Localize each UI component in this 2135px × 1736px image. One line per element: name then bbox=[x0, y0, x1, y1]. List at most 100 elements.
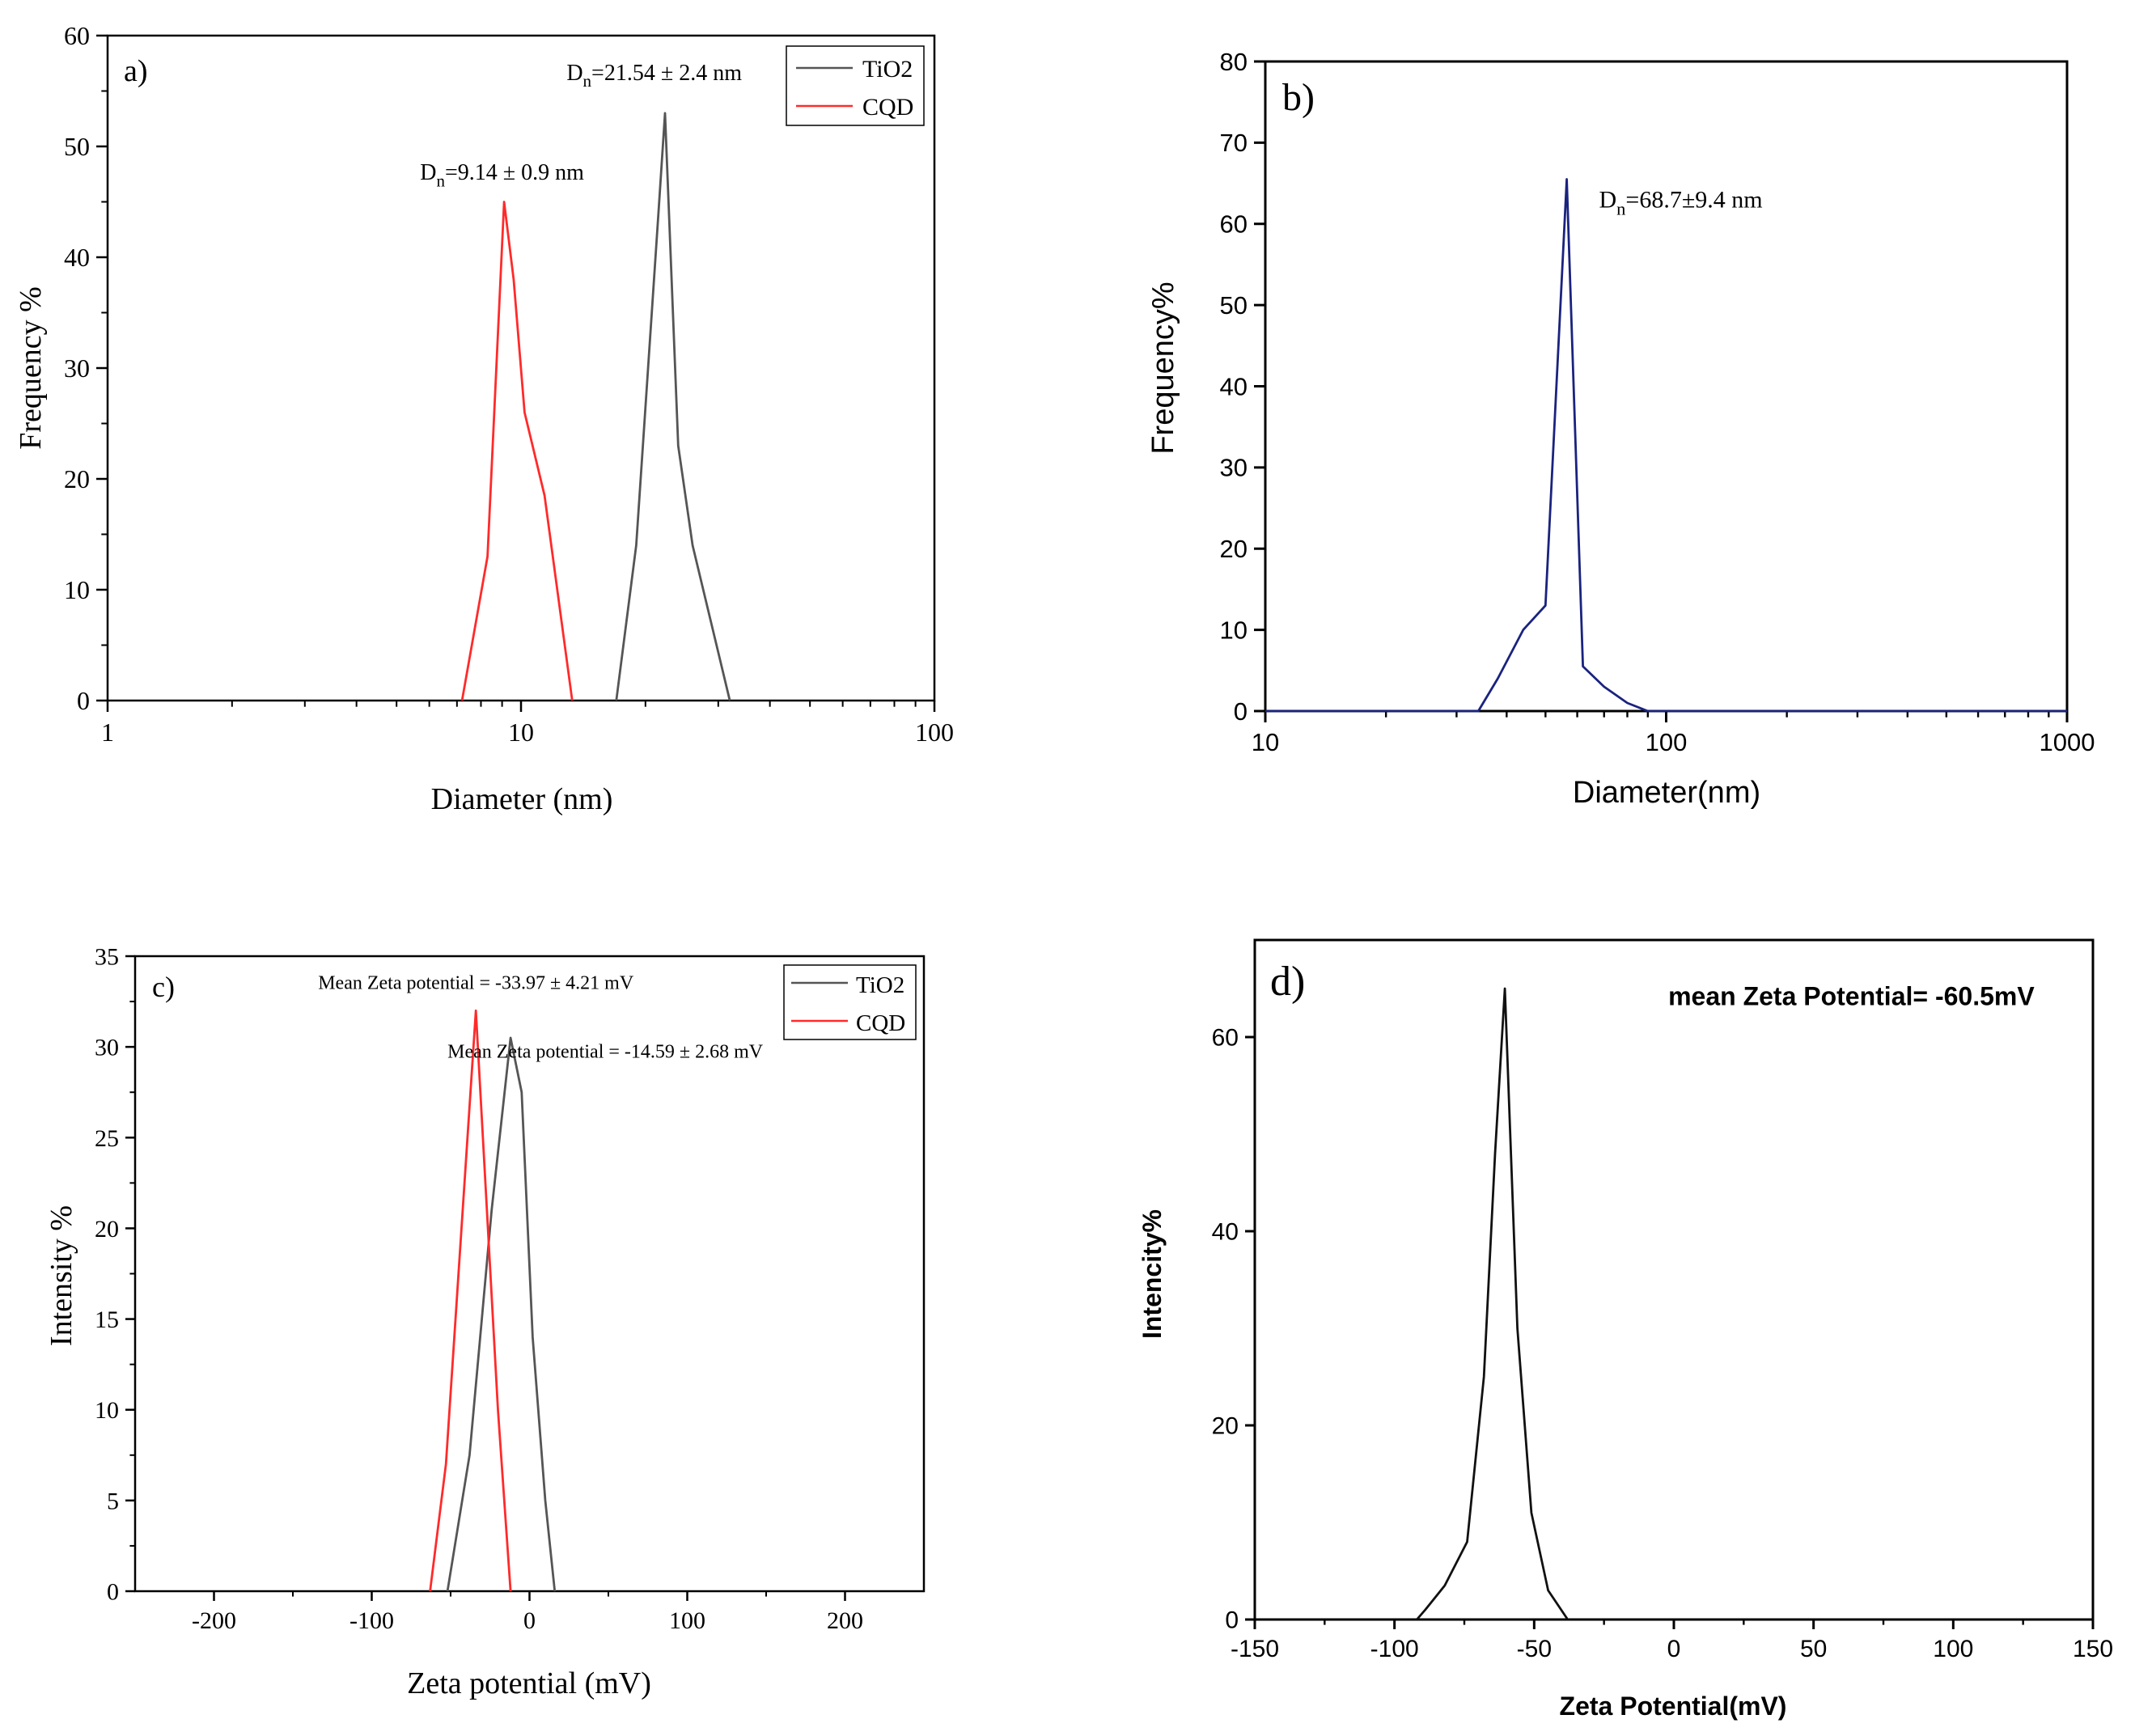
panel-a-y-axis-label: Frequency % bbox=[14, 286, 48, 450]
panel-a-y-ticks: 0 10 20 30 40 50 60 bbox=[64, 21, 108, 715]
panel-c-chart: c) 0 5 10 15 20 25 30 35 -200 -100 0 100 200 Mean Z… bbox=[44, 944, 926, 1700]
panel-c-x-ticks: -200 -100 0 100 200 bbox=[192, 1591, 863, 1634]
data-annotation: Dn=21.54 ± 2.4 nm bbox=[566, 61, 742, 91]
panel-d-label: d) bbox=[1270, 959, 1305, 1005]
panel-a-x-ticks: 1 10 100 bbox=[101, 701, 954, 747]
panel-b-annotations: Dn=68.7±9.4 nm bbox=[1599, 187, 1763, 219]
x-tick-label: 50 bbox=[1800, 1636, 1827, 1662]
series-line-cqd bbox=[460, 201, 574, 701]
panel-b-frame bbox=[1264, 60, 2069, 713]
x-tick-label: -150 bbox=[1231, 1636, 1279, 1662]
x-tick-label: -100 bbox=[349, 1607, 394, 1634]
y-tick-label: 35 bbox=[95, 944, 119, 971]
y-tick-label: 20 bbox=[64, 464, 90, 493]
series-line-cqd bbox=[429, 1009, 512, 1592]
panel-a-annotations: Dn=21.54 ± 2.4 nm Dn=9.14 ± 0.9 nm bbox=[420, 61, 742, 191]
y-tick-label: 30 bbox=[64, 354, 90, 383]
y-tick-label: 50 bbox=[64, 132, 90, 161]
x-tick-label: 100 bbox=[669, 1607, 705, 1634]
y-tick-label: 60 bbox=[1212, 1025, 1239, 1052]
y-tick-label: 40 bbox=[1220, 372, 1248, 400]
y-tick-label: 10 bbox=[64, 575, 90, 604]
y-tick-label: 0 bbox=[107, 1579, 119, 1606]
y-tick-label: 30 bbox=[1220, 454, 1248, 482]
panel-d-chart: d) 0 20 40 60 -150 -100 -50 0 50 100 150 mean Zet… bbox=[1137, 938, 2113, 1721]
panel-c-annotations: Mean Zeta potential = -33.97 ± 4.21 mV Me… bbox=[318, 972, 764, 1062]
y-tick-label: 20 bbox=[1212, 1413, 1239, 1440]
y-tick-label: 10 bbox=[1220, 616, 1248, 644]
y-tick-label: 30 bbox=[95, 1035, 119, 1061]
panel-a-legend-tio2-label: TiO2 bbox=[862, 56, 913, 83]
panel-d-y-axis-label: Intencity% bbox=[1137, 1209, 1167, 1339]
panel-c-legend-box bbox=[783, 964, 917, 1040]
panel-a-series bbox=[460, 112, 731, 701]
data-annotation: Mean Zeta potential = -33.97 ± 4.21 mV bbox=[318, 972, 634, 993]
data-annotation: Dn=9.14 ± 0.9 nm bbox=[420, 160, 584, 190]
panel-b-label: b) bbox=[1282, 76, 1315, 119]
y-tick-label: 10 bbox=[95, 1397, 119, 1424]
panel-d-annotations: mean Zeta Potential= -60.5mV bbox=[1668, 981, 2035, 1010]
x-tick-label: 0 bbox=[523, 1607, 536, 1634]
y-tick-label: 0 bbox=[77, 686, 90, 715]
y-tick-label: 60 bbox=[64, 21, 90, 50]
y-tick-label: 60 bbox=[1220, 210, 1248, 239]
x-tick-label: 1 bbox=[101, 718, 114, 747]
panel-c-legend-tio2-label: TiO2 bbox=[856, 972, 904, 998]
y-tick-label: 80 bbox=[1220, 48, 1248, 76]
panel-a-chart: a) 0 10 20 30 40 50 60 1 10 100 Dn=21.54 ± 2.4 n… bbox=[14, 21, 954, 816]
data-annotation: mean Zeta Potential= -60.5mV bbox=[1668, 981, 2035, 1010]
x-tick-label: 100 bbox=[1646, 728, 1688, 756]
y-tick-label: 0 bbox=[1225, 1607, 1239, 1634]
panel-d-x-ticks: -150 -100 -50 0 50 100 150 bbox=[1231, 1620, 2113, 1662]
data-annotation: Mean Zeta potential = -14.59 ± 2.68 mV bbox=[447, 1042, 764, 1063]
series-line-tio2 bbox=[615, 112, 731, 701]
y-tick-label: 25 bbox=[95, 1125, 119, 1152]
panel-b-x-ticks: 10 100 1000 bbox=[1252, 711, 2095, 756]
x-tick-label: -200 bbox=[192, 1607, 236, 1634]
panel-d-y-ticks: 0 20 40 60 bbox=[1212, 1025, 1255, 1634]
panel-a-legend-box bbox=[786, 45, 925, 126]
panel-c-y-axis-label: Intensity % bbox=[44, 1205, 78, 1346]
panel-a-legend: TiO2 CQD bbox=[786, 45, 925, 126]
x-tick-label: 1000 bbox=[2040, 728, 2095, 756]
panel-b-y-axis-label: Frequency% bbox=[1146, 282, 1180, 454]
y-tick-label: 20 bbox=[95, 1216, 119, 1243]
y-tick-label: 20 bbox=[1220, 535, 1248, 563]
x-tick-label: -100 bbox=[1370, 1636, 1419, 1662]
panel-a-label: a) bbox=[124, 54, 148, 88]
panel-a-legend-cqd-label: CQD bbox=[862, 94, 913, 121]
y-tick-label: 70 bbox=[1220, 129, 1248, 157]
series-line-sample bbox=[1265, 178, 2067, 713]
panel-c-legend: TiO2 CQD bbox=[783, 964, 917, 1040]
series-line-sample bbox=[1416, 987, 1569, 1620]
panel-a-x-axis-label: Diameter (nm) bbox=[431, 782, 613, 816]
panel-d-frame bbox=[1253, 938, 2095, 1621]
data-annotation: Dn=68.7±9.4 nm bbox=[1599, 187, 1763, 219]
panel-b-series bbox=[1265, 178, 2067, 713]
x-tick-label: 0 bbox=[1667, 1636, 1681, 1662]
x-tick-label: 200 bbox=[827, 1607, 863, 1634]
panel-b-y-ticks: 0 10 20 30 40 50 60 70 80 bbox=[1220, 48, 1265, 726]
y-tick-label: 50 bbox=[1220, 291, 1248, 320]
y-tick-label: 0 bbox=[1234, 697, 1248, 726]
panel-b-x-axis-label: Diameter(nm) bbox=[1573, 776, 1760, 810]
panel-c-label: c) bbox=[152, 971, 175, 1003]
y-tick-label: 40 bbox=[1212, 1219, 1239, 1246]
x-tick-label: 100 bbox=[915, 718, 954, 747]
y-tick-label: 15 bbox=[95, 1306, 119, 1333]
panel-c-series bbox=[429, 1009, 557, 1592]
x-tick-label: -50 bbox=[1517, 1636, 1552, 1662]
panel-c-x-axis-label: Zeta potential (mV) bbox=[407, 1666, 651, 1700]
x-tick-label: 10 bbox=[1252, 728, 1279, 756]
panel-c-y-ticks: 0 5 10 15 20 25 30 35 bbox=[95, 944, 135, 1606]
panel-d-x-axis-label: Zeta Potential(mV) bbox=[1560, 1692, 1787, 1721]
panel-c-legend-cqd-label: CQD bbox=[856, 1010, 905, 1036]
series-line-tio2 bbox=[446, 1036, 557, 1592]
x-tick-label: 100 bbox=[1933, 1636, 1973, 1662]
y-tick-label: 40 bbox=[64, 243, 90, 272]
panel-d-series bbox=[1416, 987, 1569, 1620]
y-tick-label: 5 bbox=[107, 1488, 119, 1514]
x-tick-label: 150 bbox=[2073, 1636, 2113, 1662]
